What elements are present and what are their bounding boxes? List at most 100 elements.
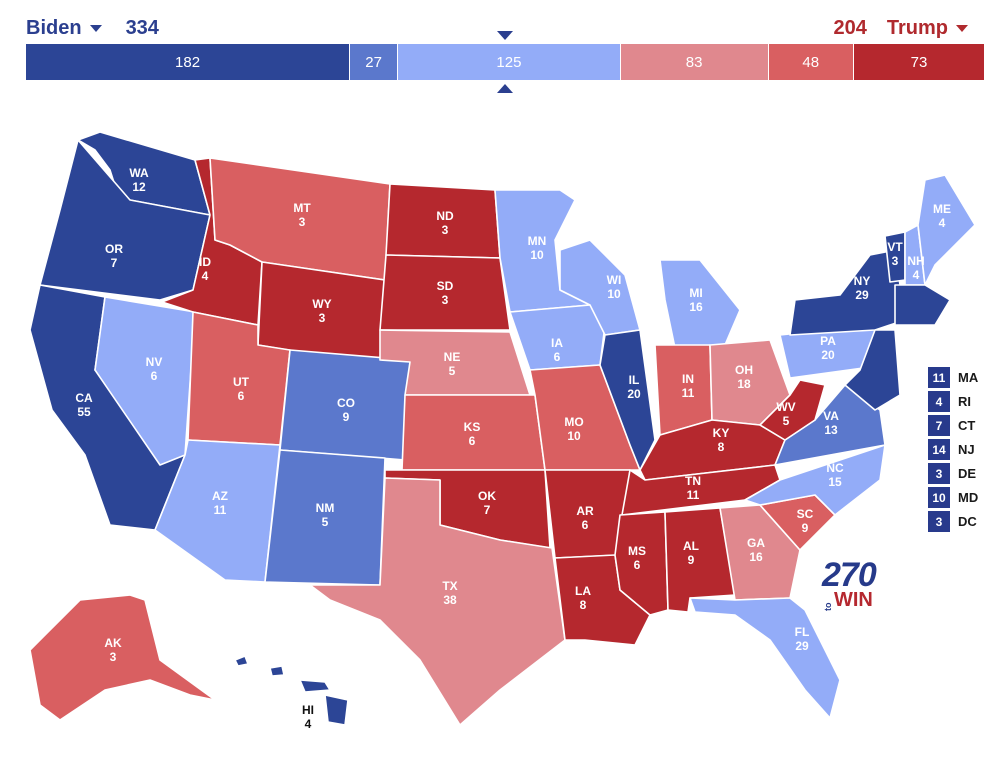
state-label-sc: SC 9 — [797, 507, 814, 535]
state-label-la: LA 8 — [575, 584, 591, 612]
majority-marker-top-icon — [497, 31, 513, 40]
state-label-in: IN 11 — [682, 372, 695, 400]
state-label-id: ID 4 — [199, 255, 211, 283]
candidate-left-total: 334 — [125, 16, 159, 39]
state-shape-tx[interactable] — [309, 477, 566, 726]
chevron-down-icon[interactable] — [956, 24, 968, 32]
state-label-ky: KY 8 — [713, 426, 730, 454]
state-label-ca: CA 55 — [75, 391, 93, 419]
chevron-down-icon[interactable] — [89, 24, 102, 32]
small-state-abbr: DE — [958, 466, 977, 481]
state-shape-me[interactable] — [917, 174, 976, 286]
state-label-sd: SD 3 — [437, 279, 454, 307]
state-label-wv: WV 5 — [776, 400, 795, 428]
candidate-right-name: Trump — [886, 16, 948, 39]
small-state-abbr: CT — [958, 418, 976, 433]
small-state-row[interactable]: 3 DC — [928, 511, 978, 532]
state-label-ms: MS 6 — [628, 544, 646, 572]
small-state-row[interactable]: 10 MD — [928, 487, 978, 508]
small-state-abbr: RI — [958, 394, 971, 409]
candidate-right-total: 204 — [833, 16, 867, 39]
270towin-logo: 270 to WIN — [822, 556, 884, 612]
state-label-nh: NH 4 — [907, 254, 924, 282]
small-state-abbr: DC — [958, 514, 977, 529]
candidate-left[interactable]: Biden 334 — [26, 16, 159, 40]
small-state-row[interactable]: 3 DE — [928, 463, 978, 484]
logo-to: to — [823, 602, 833, 612]
state-label-tx: TX 38 — [442, 579, 457, 607]
bar-segment: 48 — [768, 44, 854, 80]
small-state-row[interactable]: 7 CT — [928, 415, 978, 436]
state-label-tn: TN 11 — [685, 474, 701, 502]
small-state-abbr: MA — [958, 370, 979, 385]
state-shape-mid-atl[interactable] — [844, 329, 901, 411]
candidate-left-name: Biden — [26, 16, 82, 39]
state-label-ks: KS 6 — [464, 420, 481, 448]
state-label-pa: PA 20 — [820, 334, 836, 362]
state-label-mn: MN 10 — [528, 234, 547, 262]
state-label-me: ME 4 — [933, 202, 951, 230]
state-label-oh: OH 18 — [735, 363, 753, 391]
state-label-nv: NV 6 — [146, 355, 163, 383]
state-shape-sd[interactable] — [379, 254, 511, 331]
state-label-ok: OK 7 — [478, 489, 496, 517]
state-label-mt: MT 3 — [293, 201, 311, 229]
small-state-ev: 3 — [928, 511, 950, 532]
bar-segment: 27 — [350, 44, 399, 80]
state-shape-ga[interactable] — [719, 504, 801, 601]
state-label-mo: MO 10 — [564, 415, 583, 443]
state-shape-ia[interactable] — [509, 304, 606, 371]
state-label-ut: UT 6 — [233, 375, 250, 403]
candidate-right[interactable]: 204 Trump — [834, 16, 977, 40]
state-shape-hi[interactable] — [234, 655, 349, 726]
state-label-ak: AK 3 — [104, 636, 122, 664]
electoral-vote-bar: 182 27 125 83 48 73 — [26, 44, 984, 80]
state-label-nc: NC 15 — [826, 461, 844, 489]
state-label-al: AL 9 — [683, 539, 699, 567]
state-label-ia: IA 6 — [551, 336, 563, 364]
state-label-ne: NE 5 — [444, 350, 461, 378]
small-states-list: 11 MA 4 RI 7 CT 14 NJ 3 DE 10 MD 3 DC — [928, 367, 978, 535]
small-state-row[interactable]: 4 RI — [928, 391, 978, 412]
bar-segment: 125 — [398, 44, 621, 80]
state-label-ar: AR 6 — [576, 504, 594, 532]
state-label-or: OR 7 — [105, 242, 123, 270]
state-shape-nc[interactable] — [744, 444, 886, 516]
state-shape-ne-small[interactable] — [894, 284, 951, 326]
small-state-ev: 7 — [928, 415, 950, 436]
state-label-nd: ND 3 — [436, 209, 454, 237]
small-state-row[interactable]: 14 NJ — [928, 439, 978, 460]
majority-marker-bottom-icon — [497, 84, 513, 93]
small-state-ev: 4 — [928, 391, 950, 412]
state-shape-ak[interactable] — [29, 594, 216, 721]
state-shape-wv[interactable] — [759, 379, 826, 441]
state-label-wy: WY 3 — [312, 297, 331, 325]
state-label-nm: NM 5 — [316, 501, 335, 529]
state-label-fl: FL 29 — [795, 625, 810, 653]
small-state-ev: 11 — [928, 367, 950, 388]
state-label-vt: VT 3 — [887, 240, 903, 268]
state-label-hi: HI 4 — [302, 703, 314, 731]
small-state-row[interactable]: 11 MA — [928, 367, 978, 388]
bar-segment: 83 — [620, 44, 769, 80]
state-label-co: CO 9 — [337, 396, 355, 424]
bar-segment: 73 — [853, 44, 984, 80]
state-shape-nv[interactable] — [94, 296, 196, 466]
logo-win: WIN — [834, 589, 873, 611]
small-state-ev: 14 — [928, 439, 950, 460]
state-label-ga: GA 16 — [747, 536, 765, 564]
small-state-abbr: NJ — [958, 442, 975, 457]
small-state-ev: 10 — [928, 487, 950, 508]
state-label-wi: WI 10 — [607, 273, 622, 301]
bar-segment: 182 — [26, 44, 351, 80]
small-state-abbr: MD — [958, 490, 979, 505]
state-label-az: AZ 11 — [212, 489, 228, 517]
small-state-ev: 3 — [928, 463, 950, 484]
state-shape-fl[interactable] — [689, 597, 841, 719]
state-label-mi: MI 16 — [689, 286, 703, 314]
logo-number: 270 — [822, 556, 877, 594]
state-label-va: VA 13 — [823, 409, 839, 437]
state-label-il: IL 20 — [627, 373, 641, 401]
state-label-ny: NY 29 — [854, 274, 871, 302]
